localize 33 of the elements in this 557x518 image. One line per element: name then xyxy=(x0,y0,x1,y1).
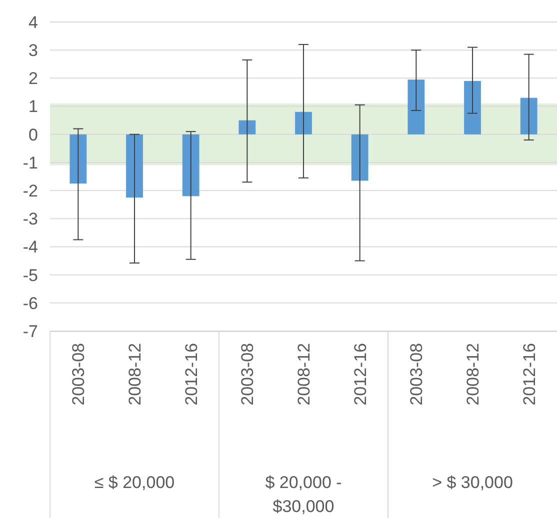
y-tick-label: -3 xyxy=(22,210,38,229)
x-tick-label: 2012-16 xyxy=(520,343,539,406)
y-tick-label: -7 xyxy=(22,322,38,341)
bar xyxy=(464,80,481,134)
x-tick-label: 2008-12 xyxy=(294,343,314,406)
y-tick-label: 0 xyxy=(28,125,38,144)
y-tick-label: 4 xyxy=(28,12,38,32)
text: > $ 30,000 xyxy=(432,473,513,492)
bar xyxy=(408,80,425,134)
x-tick-label: 2003-08 xyxy=(238,343,258,406)
y-tick-label: 1 xyxy=(28,97,38,116)
bar xyxy=(520,98,538,134)
bar xyxy=(70,134,87,184)
text: ≤ $ 20,000 xyxy=(94,473,175,492)
y-tick-label: -5 xyxy=(22,266,38,285)
bar xyxy=(238,120,256,134)
x-tick-label: 2012-16 xyxy=(182,343,201,406)
y-tick-label: -2 xyxy=(22,181,38,200)
bar xyxy=(126,134,143,198)
bar xyxy=(295,112,312,134)
y-tick-label: -4 xyxy=(22,238,38,257)
x-tick-label: 2012-16 xyxy=(350,343,370,406)
x-tick-label: 2003-08 xyxy=(407,343,426,406)
y-tick-label: -6 xyxy=(22,294,38,313)
y-tick-label: -1 xyxy=(22,153,38,172)
text: $ 20,000 - $30,000 xyxy=(265,473,342,516)
x-tick-label: 2003-08 xyxy=(69,343,88,406)
bar xyxy=(351,134,368,181)
x-tick-label: 2008-12 xyxy=(463,343,482,406)
bar xyxy=(182,134,200,196)
x-tick-label: 2008-12 xyxy=(125,343,144,406)
y-tick-label: 2 xyxy=(28,69,38,88)
y-tick-label: 3 xyxy=(28,41,38,60)
